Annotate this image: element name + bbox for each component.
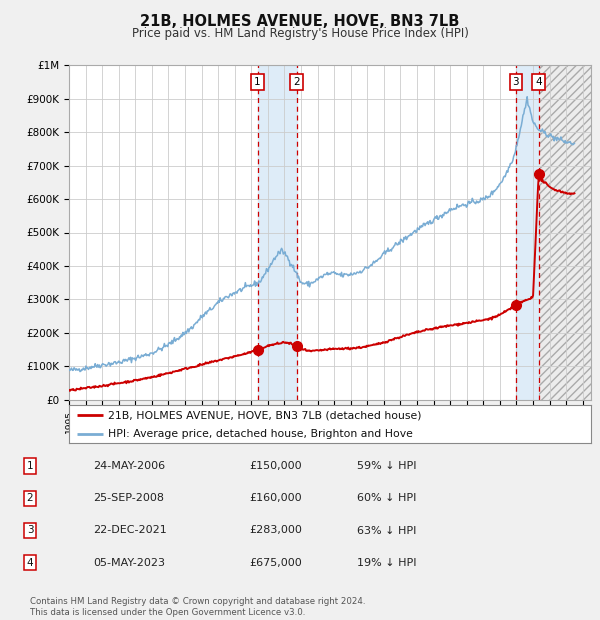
Text: £150,000: £150,000 [249,461,302,471]
Text: Price paid vs. HM Land Registry's House Price Index (HPI): Price paid vs. HM Land Registry's House … [131,27,469,40]
Text: 25-SEP-2008: 25-SEP-2008 [93,494,164,503]
Text: 1: 1 [254,77,261,87]
Text: 63% ↓ HPI: 63% ↓ HPI [357,526,416,536]
Bar [257,65,296,400]
Bar [516,65,539,400]
Text: 4: 4 [26,558,34,568]
Text: 21B, HOLMES AVENUE, HOVE, BN3 7LB (detached house): 21B, HOLMES AVENUE, HOVE, BN3 7LB (detac… [108,410,422,420]
Text: 2: 2 [26,494,34,503]
Text: 3: 3 [512,77,519,87]
Text: £160,000: £160,000 [249,494,302,503]
Text: £675,000: £675,000 [249,558,302,568]
Text: HPI: Average price, detached house, Brighton and Hove: HPI: Average price, detached house, Brig… [108,428,413,439]
Text: 59% ↓ HPI: 59% ↓ HPI [357,461,416,471]
Text: 19% ↓ HPI: 19% ↓ HPI [357,558,416,568]
Text: 22-DEC-2021: 22-DEC-2021 [93,526,167,536]
Text: Contains HM Land Registry data © Crown copyright and database right 2024.
This d: Contains HM Land Registry data © Crown c… [30,598,365,617]
Text: £283,000: £283,000 [249,526,302,536]
Text: 1: 1 [26,461,34,471]
Text: 2: 2 [293,77,300,87]
Bar [539,32,591,400]
Text: 05-MAY-2023: 05-MAY-2023 [93,558,165,568]
Text: 3: 3 [26,526,34,536]
Text: 4: 4 [535,77,542,87]
Text: 21B, HOLMES AVENUE, HOVE, BN3 7LB: 21B, HOLMES AVENUE, HOVE, BN3 7LB [140,14,460,29]
Text: 24-MAY-2006: 24-MAY-2006 [93,461,165,471]
Text: 60% ↓ HPI: 60% ↓ HPI [357,494,416,503]
